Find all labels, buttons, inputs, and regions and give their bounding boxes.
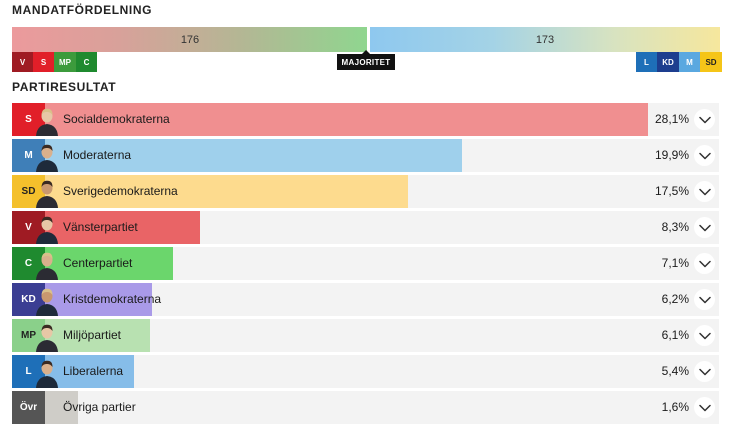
chevron-down-icon xyxy=(698,296,711,303)
party-leader-portrait-icon xyxy=(36,180,58,208)
seat-chip-sd: SD xyxy=(700,52,722,72)
party-row-mp[interactable]: MP Miljöpartiet 6,1% xyxy=(12,319,719,352)
left-bloc-party-chips: V S MP C xyxy=(12,52,97,72)
expand-row-button[interactable] xyxy=(694,217,715,238)
party-percentage: 19,9% xyxy=(654,148,689,162)
party-name: Centerpartiet xyxy=(63,256,133,270)
party-name: Socialdemokraterna xyxy=(63,112,170,126)
expand-row-button[interactable] xyxy=(694,109,715,130)
party-row-sd[interactable]: SD Sverigedemokraterna 17,5% xyxy=(12,175,719,208)
party-percentage: 1,6% xyxy=(661,400,689,414)
seat-chip-v: V xyxy=(12,52,33,72)
majority-line xyxy=(367,24,370,57)
party-name: Vänsterpartiet xyxy=(63,220,138,234)
party-percentage: 8,3% xyxy=(661,220,689,234)
party-percentage: 6,1% xyxy=(661,328,689,342)
party-name: Liberalerna xyxy=(63,364,124,378)
party-leader-portrait-icon xyxy=(36,216,58,244)
expand-row-button[interactable] xyxy=(694,145,715,166)
right-bloc-party-chips: L KD M SD xyxy=(636,52,722,72)
party-abbreviation: SD xyxy=(12,175,45,208)
chevron-down-icon xyxy=(698,260,711,267)
party-name: Övriga partier xyxy=(63,400,136,414)
party-row-kd[interactable]: KD Kristdemokraterna 6,2% xyxy=(12,283,719,316)
party-row-s[interactable]: S Socialdemokraterna 28,1% xyxy=(12,103,719,136)
expand-row-button[interactable] xyxy=(694,397,715,418)
seat-chip-l: L xyxy=(636,52,657,72)
party-name: Kristdemokraterna xyxy=(63,292,162,306)
party-leader-portrait-icon xyxy=(36,324,58,352)
majority-badge: MAJORITET xyxy=(337,50,395,70)
chevron-down-icon xyxy=(698,152,711,159)
left-bloc-seat-bar: 176 xyxy=(12,27,368,52)
party-percentage: 7,1% xyxy=(661,256,689,270)
party-row-c[interactable]: C Centerpartiet 7,1% xyxy=(12,247,719,280)
party-results-list: S Socialdemokraterna 28,1% M Moderaterna 19,9… xyxy=(12,103,719,427)
seat-chip-m: M xyxy=(679,52,700,72)
chevron-down-icon xyxy=(698,188,711,195)
chevron-down-icon xyxy=(698,332,711,339)
party-leader-portrait-icon xyxy=(36,144,58,172)
party-name: Miljöpartiet xyxy=(63,328,122,342)
party-name: Moderaterna xyxy=(63,148,132,162)
seat-chip-kd: KD xyxy=(657,52,679,72)
seat-chip-c: C xyxy=(76,52,97,72)
expand-row-button[interactable] xyxy=(694,253,715,274)
party-percentage: 6,2% xyxy=(661,292,689,306)
chevron-down-icon xyxy=(698,116,711,123)
chevron-down-icon xyxy=(698,404,711,411)
party-row-v[interactable]: V Vänsterpartiet 8,3% xyxy=(12,211,719,244)
expand-row-button[interactable] xyxy=(694,289,715,310)
party-percentage: 17,5% xyxy=(654,184,689,198)
expand-row-button[interactable] xyxy=(694,325,715,346)
party-results-heading: PARTIRESULTAT xyxy=(12,80,117,94)
expand-row-button[interactable] xyxy=(694,181,715,202)
party-name: Sverigedemokraterna xyxy=(63,184,178,198)
chevron-down-icon xyxy=(698,368,711,375)
party-leader-portrait-icon xyxy=(36,288,58,316)
seat-distribution-heading: MANDATFÖRDELNING xyxy=(12,3,153,17)
party-abbreviation: M xyxy=(12,139,45,172)
party-leader-portrait-icon xyxy=(36,360,58,388)
party-leader-portrait-icon xyxy=(36,108,58,136)
right-bloc-seat-count: 173 xyxy=(535,33,555,46)
party-percentage: 28,1% xyxy=(654,112,689,126)
party-abbreviation: Övr xyxy=(12,391,45,424)
party-leader-portrait-icon xyxy=(36,252,58,280)
party-percentage: 5,4% xyxy=(661,364,689,378)
expand-row-button[interactable] xyxy=(694,361,715,382)
right-bloc-seat-bar: 173 xyxy=(370,27,720,52)
chevron-down-icon xyxy=(698,224,711,231)
party-result-bar xyxy=(12,103,648,136)
party-row-l[interactable]: L Liberalerna 5,4% xyxy=(12,355,719,388)
seat-chip-mp: MP xyxy=(54,52,76,72)
party-result-bar xyxy=(12,139,462,172)
party-row-m[interactable]: M Moderaterna 19,9% xyxy=(12,139,719,172)
left-bloc-seat-count: 176 xyxy=(180,33,200,46)
party-row-övr[interactable]: Övr Övriga partier 1,6% xyxy=(12,391,719,424)
seat-chip-s: S xyxy=(33,52,54,72)
party-result-bar xyxy=(12,175,408,208)
